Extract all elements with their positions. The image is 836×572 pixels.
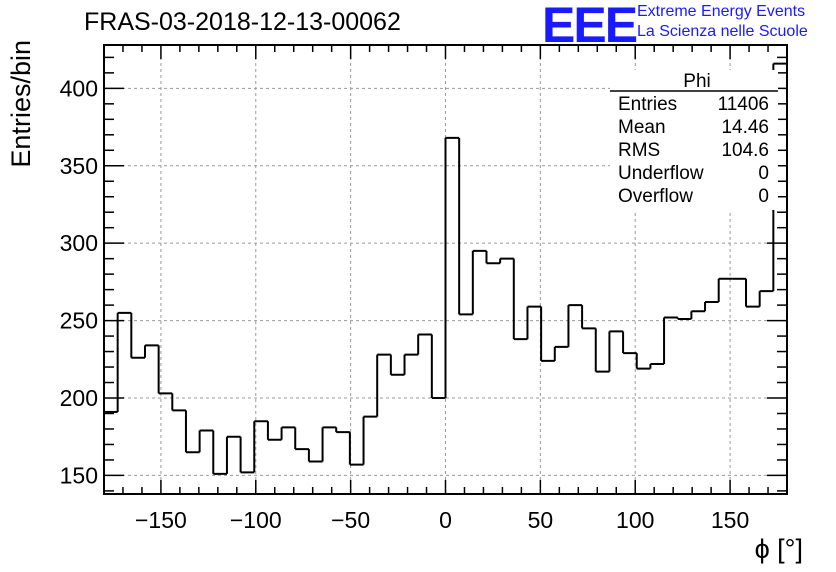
eee-logo: EEE	[542, 0, 638, 53]
tick-labels: −150 −100 −50 0 50 100 150 150 200 250 300 350 400	[60, 75, 750, 533]
histogram-bin	[376, 353, 391, 417]
stats-label-underflow: Underflow	[618, 163, 704, 184]
histogram-bars	[104, 62, 787, 475]
x-tick-label: −50	[331, 507, 370, 533]
axis-ticks	[103, 45, 788, 494]
histogram-bin	[171, 393, 186, 412]
histogram-bin	[444, 136, 460, 399]
histogram-bin	[717, 277, 733, 303]
histogram-bin	[553, 345, 569, 361]
logo-caption-line1: Extreme Energy Events	[637, 3, 806, 20]
histogram-bin	[198, 429, 214, 453]
histogram-bin	[184, 410, 200, 454]
stats-value-entries: 11406	[718, 94, 769, 115]
x-tick-label: 100	[616, 507, 654, 533]
histogram-bin	[116, 311, 132, 412]
histogram-bin	[758, 290, 774, 307]
y-tick-label: 400	[60, 75, 98, 101]
histogram-bin	[745, 278, 760, 308]
histogram-bin	[594, 328, 610, 373]
histogram-bin	[225, 435, 241, 474]
histogram-bin	[157, 345, 173, 395]
y-tick-label: 150	[60, 462, 98, 488]
histogram-bin	[294, 427, 309, 451]
stats-box: Phi Entries 11406 Mean 14.46 RMS 104.6 U…	[610, 70, 778, 210]
x-tick-label: 150	[711, 507, 749, 533]
histogram-bin	[321, 426, 337, 462]
histogram-bin	[362, 415, 378, 465]
histogram-bin	[526, 305, 542, 340]
chart-title: FRAS-03-2018-12-13-00062	[84, 8, 401, 36]
histogram-bin	[280, 426, 296, 440]
histogram-bin	[335, 427, 350, 434]
histogram-bin	[512, 258, 528, 341]
y-axis-title: Entries/bin	[6, 40, 36, 168]
stats-value-overflow: 0	[758, 186, 769, 207]
histogram-bin	[499, 257, 514, 264]
stats-label-overflow: Overflow	[618, 186, 693, 207]
histogram-bin	[239, 436, 255, 474]
histogram-bin	[403, 353, 419, 375]
x-tick-label: 0	[439, 507, 452, 533]
histogram-bin	[143, 344, 159, 358]
histogram-bin	[676, 317, 692, 321]
stats-name: Phi	[683, 71, 710, 92]
histogram-bin	[307, 449, 323, 463]
histogram-bin	[430, 334, 446, 400]
histogram-bin	[704, 301, 719, 312]
x-tick-label: −100	[230, 507, 282, 533]
histogram-bin	[608, 330, 624, 372]
y-tick-label: 250	[60, 308, 98, 334]
histogram-bin	[622, 331, 637, 355]
stats-background	[610, 70, 778, 210]
histogram-bin	[253, 420, 268, 473]
stats-value-mean: 14.46	[721, 117, 769, 138]
stats-value-underflow: 0	[758, 163, 769, 184]
y-tick-label: 350	[60, 153, 98, 179]
x-tick-label: 50	[528, 507, 554, 533]
histogram-bin	[348, 432, 364, 466]
histogram-bin	[663, 316, 678, 364]
histogram-bin	[690, 310, 706, 320]
y-tick-label: 300	[60, 230, 98, 256]
histogram-bin	[389, 354, 405, 376]
x-tick-label: −150	[135, 507, 187, 533]
histogram-bin	[649, 362, 665, 369]
histogram-bin	[266, 421, 282, 441]
histogram-bin	[458, 137, 473, 316]
histogram-bin	[635, 353, 651, 370]
histogram-bin	[471, 249, 487, 315]
stats-label-entries: Entries	[618, 94, 677, 115]
histogram-bin	[567, 304, 583, 347]
y-tick-label: 200	[60, 385, 98, 411]
x-axis-title: ϕ [°]	[755, 534, 803, 564]
histogram-bin	[417, 333, 432, 355]
histogram-bin	[540, 306, 555, 362]
stats-label-rms: RMS	[618, 140, 660, 161]
histogram-bin	[212, 430, 227, 475]
stats-label-mean: Mean	[618, 117, 666, 138]
stats-value-rms: 104.6	[721, 140, 769, 161]
histogram-bin	[130, 312, 145, 359]
histogram-bin	[485, 250, 501, 265]
histogram-bin	[581, 305, 596, 330]
logo-caption-line2: La Scienza nelle Scuole	[637, 23, 808, 40]
